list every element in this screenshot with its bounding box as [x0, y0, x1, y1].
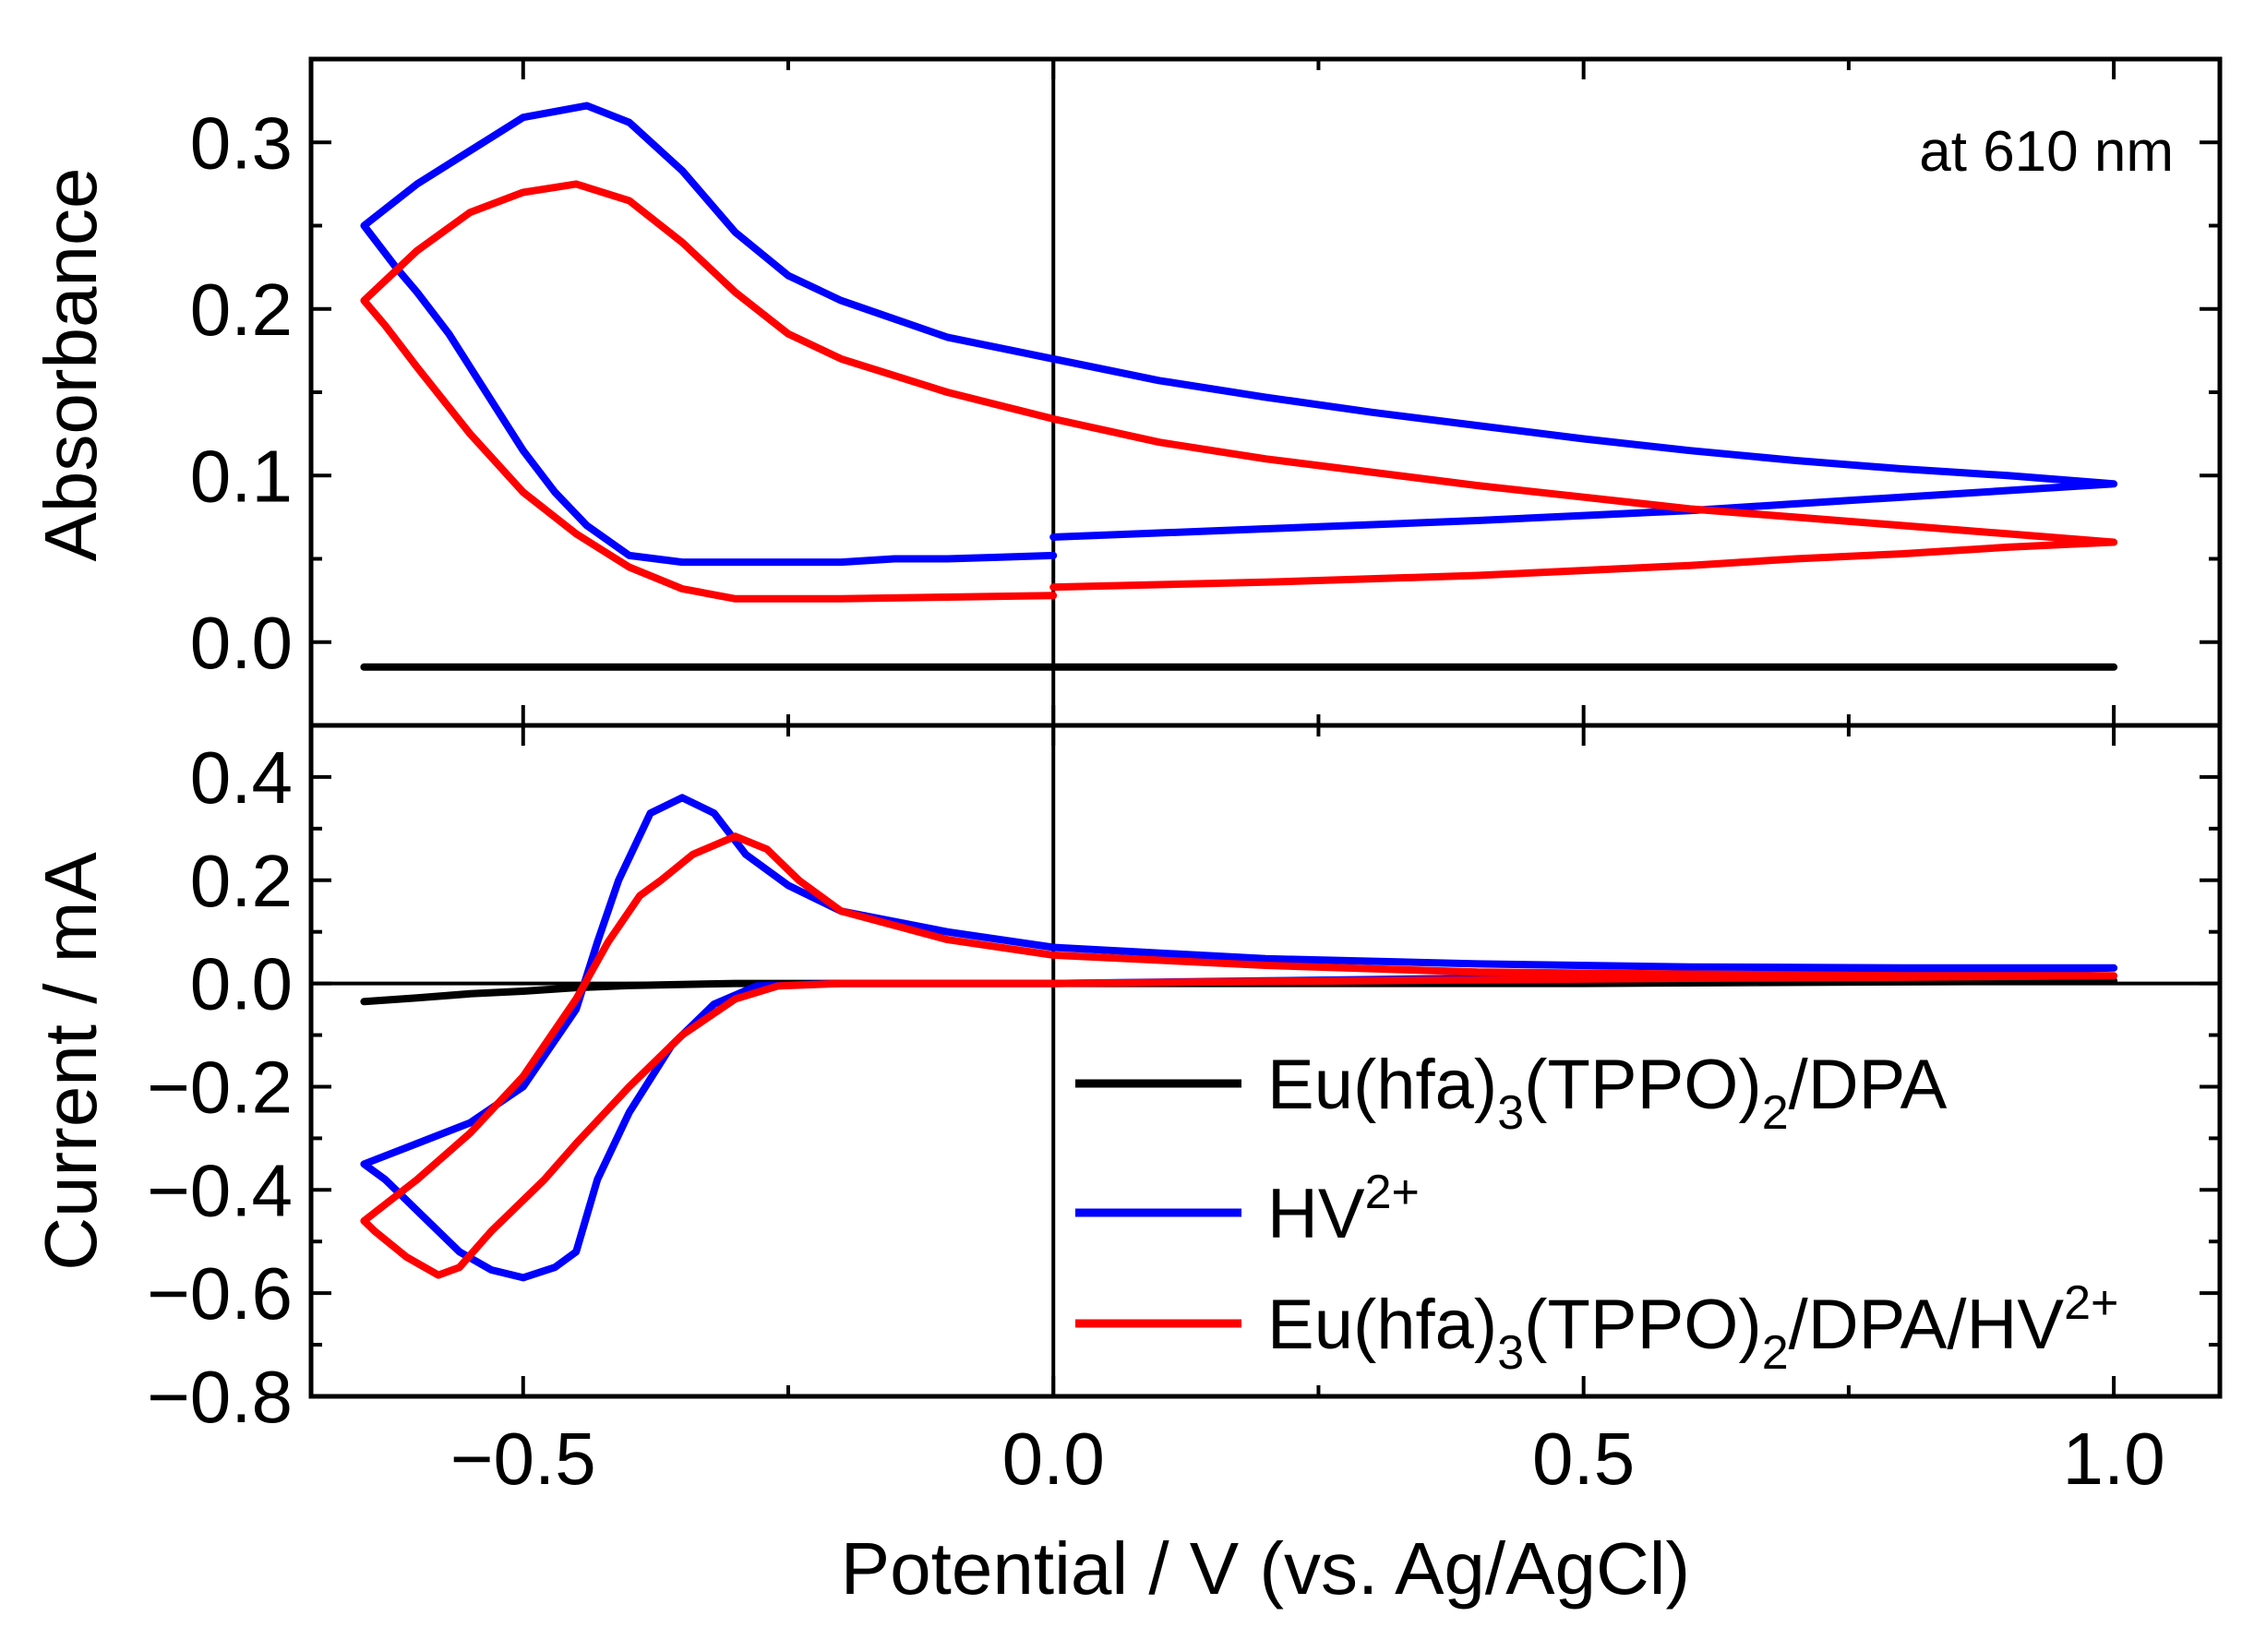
bottom-y-tick-labels: −0.8 −0.6 −0.4 −0.2 0.0 0.2 0.4 — [147, 736, 293, 1438]
bottom-series — [360, 794, 2118, 1282]
x-tick-label: 0.5 — [1532, 1418, 1635, 1500]
top-series-eu-hfa-3-tppo-2-dpa-hv2 — [360, 180, 2118, 603]
bottom-plot-frame — [308, 723, 2223, 1399]
legend-entry-eu-complex: Eu(hfa)3(TPPO)2/DPA — [1075, 1046, 1948, 1140]
legend: Eu(hfa)3(TPPO)2/DPA HV2+ Eu(hfa)3(TPPO)2… — [1075, 1046, 2118, 1380]
bot-y-tick-label: 0.4 — [190, 736, 293, 819]
bot-y-tick-label: −0.2 — [147, 1046, 293, 1128]
top-series — [360, 102, 2118, 671]
bottom-panel: −0.8−0.6−0.4−0.20.00.20.4 −0.5 0.0 0.5 1.0 … — [30, 723, 2223, 1610]
top-series-hv2 — [360, 102, 2118, 567]
bot-series-eu-hfa-3-tppo-2-dpa-hv2 — [360, 832, 2118, 1279]
legend-entry-eu-hv: Eu(hfa)3(TPPO)2/DPA/HV2+ — [1075, 1276, 2118, 1380]
top-y-tick-labels: 0.0 0.1 0.2 0.3 — [190, 102, 293, 684]
x-axis-title: Potential / V (vs. Ag/AgCl) — [841, 1527, 1690, 1610]
bot-y-tick-label: 0.0 — [190, 943, 293, 1025]
top-ticks — [311, 59, 2220, 725]
bottom-ticks — [311, 725, 2220, 1396]
bottom-y-axis-title: Current / mA — [30, 852, 112, 1271]
bot-series-hv2 — [360, 794, 2118, 1282]
bot-y-tick-label: −0.6 — [147, 1252, 293, 1335]
legend-label-eu-hv: Eu(hfa)3(TPPO)2/DPA/HV2+ — [1267, 1276, 2118, 1380]
wavelength-annotation: at 610 nm — [1919, 120, 2174, 184]
bot-y-tick-label: −0.4 — [147, 1149, 293, 1231]
top-y-tick-label: 0.2 — [190, 269, 293, 351]
bot-y-tick-label: 0.2 — [190, 840, 293, 922]
legend-label-eu-complex: Eu(hfa)3(TPPO)2/DPA — [1267, 1046, 1948, 1140]
x-tick-label: 0.0 — [1002, 1418, 1105, 1500]
bot-y-tick-label: −0.8 — [147, 1356, 293, 1438]
legend-label-hv: HV2+ — [1267, 1166, 1420, 1253]
x-tick-label: 1.0 — [2063, 1418, 2165, 1500]
legend-entry-hv: HV2+ — [1075, 1166, 1420, 1253]
top-y-tick-label: 0.1 — [190, 435, 293, 517]
top-y-tick-label: 0.0 — [190, 602, 293, 684]
top-y-axis-title: Absorbance — [30, 168, 112, 562]
x-tick-label: −0.5 — [450, 1418, 596, 1500]
x-tick-labels: −0.5 0.0 0.5 1.0 — [450, 1418, 2165, 1500]
bot-series-eu-hfa-3-tppo-2-dpa — [360, 976, 2118, 1006]
top-y-tick-label: 0.3 — [190, 102, 293, 184]
top-panel: 0.0 0.1 0.2 0.3 at 610 nm Absorbance — [30, 56, 2223, 728]
